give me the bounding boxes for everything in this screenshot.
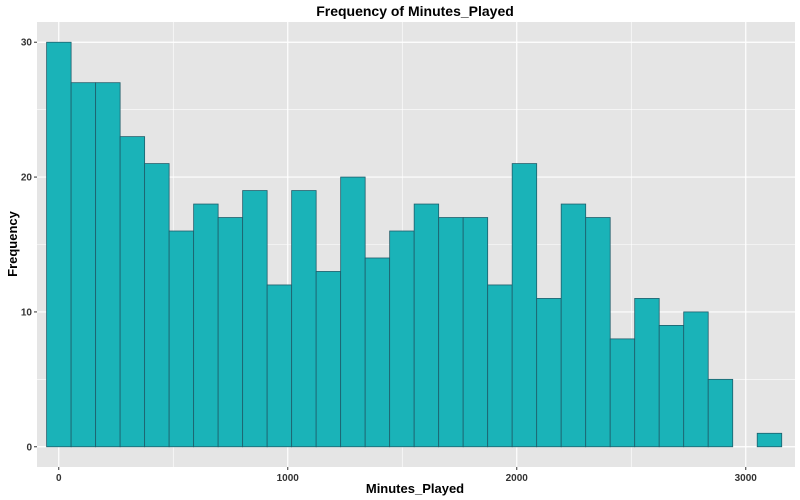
histogram-bar <box>315 271 342 448</box>
histogram-bar <box>585 217 611 448</box>
histogram-bar <box>413 203 440 448</box>
histogram-bar <box>217 217 244 448</box>
histogram-bar <box>634 298 660 448</box>
histogram-bar <box>291 190 317 448</box>
x-axis-title: Minutes_Played <box>366 481 464 496</box>
y-tick-label: 30 <box>21 38 33 49</box>
histogram-bar <box>242 190 268 448</box>
y-axis-ticks: 0 10 20 30 <box>21 38 37 453</box>
histogram-bar <box>168 230 195 448</box>
histogram-bar <box>658 325 685 448</box>
histogram-bar <box>756 432 783 448</box>
histogram-bar <box>511 163 538 448</box>
histogram-bar <box>193 203 219 448</box>
x-tick-label: 0 <box>56 473 62 484</box>
histogram-bar <box>340 176 366 448</box>
histogram-bar <box>438 217 464 448</box>
histogram-bar <box>560 203 587 448</box>
x-tick-label: 1000 <box>277 473 300 484</box>
chart-title: Frequency of Minutes_Played <box>316 3 514 19</box>
bars <box>46 41 783 448</box>
histogram-bar <box>70 82 97 448</box>
histogram-bar <box>707 378 734 448</box>
histogram-bar <box>683 311 709 448</box>
histogram-bar <box>364 257 391 448</box>
x-axis-ticks: 0 1000 2000 3000 <box>56 467 757 484</box>
x-tick-label: 2000 <box>506 473 529 484</box>
histogram-bar <box>266 284 293 448</box>
x-tick-label: 3000 <box>735 473 758 484</box>
histogram-bar <box>119 136 146 448</box>
histogram-bar <box>536 298 562 448</box>
histogram-bar <box>462 217 489 448</box>
histogram-bar <box>487 284 513 448</box>
y-axis-title: Frequency <box>5 210 20 277</box>
histogram-bar <box>609 338 636 448</box>
histogram-bar <box>389 230 415 448</box>
y-tick-label: 20 <box>21 173 33 184</box>
y-tick-label: 0 <box>26 442 32 453</box>
histogram-bar <box>144 163 170 448</box>
histogram-bar <box>95 82 121 448</box>
y-tick-label: 10 <box>21 307 33 318</box>
histogram-bar <box>46 41 72 448</box>
